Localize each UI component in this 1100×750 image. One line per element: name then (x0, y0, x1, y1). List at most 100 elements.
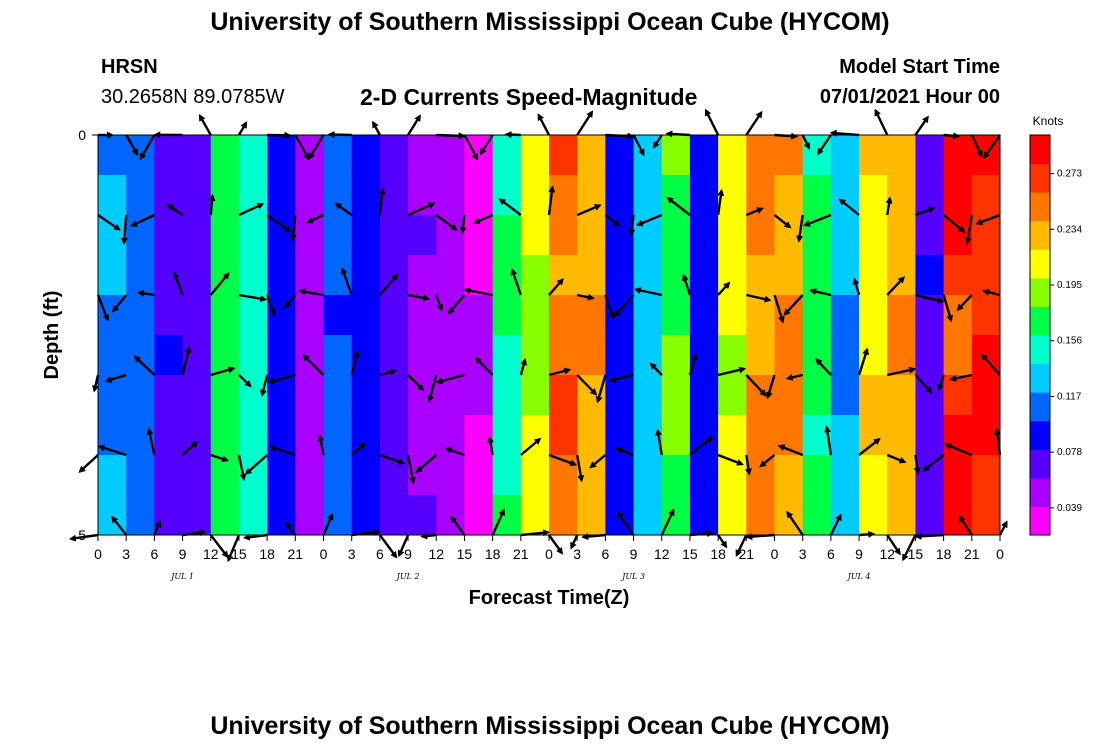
heatmap-cell (210, 415, 240, 456)
heatmap-cell (830, 335, 860, 376)
current-vector (153, 519, 162, 536)
page-title: University of Southern Mississippi Ocean… (210, 8, 890, 36)
heatmap-cell (126, 495, 155, 536)
current-vector (378, 273, 399, 296)
current-vector (655, 428, 663, 456)
current-vector (717, 366, 747, 377)
heatmap-cell (633, 375, 663, 416)
date-label: JUL 4 (846, 572, 871, 581)
colorbar-segment (1030, 249, 1050, 279)
colorbar-segment (1030, 335, 1050, 365)
current-vector (785, 373, 803, 381)
current-vector (852, 277, 861, 296)
heatmap-cell (661, 215, 691, 256)
heatmap-cell (661, 255, 691, 296)
current-vector (322, 512, 334, 536)
heatmap-cell (774, 375, 804, 416)
heatmap-cell (323, 335, 353, 376)
current-vector (136, 289, 155, 297)
heatmap-cell (267, 455, 296, 496)
current-vector (308, 134, 325, 161)
heatmap-cell (154, 375, 184, 416)
x-tick-label: 0 (320, 546, 328, 562)
current-vector (886, 276, 906, 296)
heatmap-cell (943, 295, 973, 336)
current-vector (125, 134, 139, 157)
heatmap-cell (689, 215, 719, 256)
x-tick-label: 0 (545, 546, 553, 562)
heatmap-cell (830, 455, 860, 496)
current-vector (285, 522, 297, 536)
heatmap-cell (210, 135, 240, 176)
current-vector (548, 453, 578, 467)
current-vector (407, 202, 436, 217)
current-vector (829, 513, 842, 536)
y-tick-label: 0 (78, 127, 86, 143)
heatmap-cell (154, 455, 184, 496)
current-vector (491, 508, 505, 536)
heatmap-cell (859, 495, 888, 536)
current-vector (96, 294, 110, 322)
heatmap-cell (689, 295, 719, 336)
heatmap-cell (718, 135, 747, 176)
heatmap-cell (915, 455, 945, 496)
heatmap-cell (661, 135, 691, 176)
current-vector (980, 353, 1001, 376)
current-vector (120, 214, 128, 245)
heatmap-cell (943, 375, 973, 416)
colorbar-unit: Knots (1033, 114, 1064, 128)
current-vector (139, 134, 156, 161)
heatmap-cell (689, 375, 719, 416)
heatmap-cell (605, 135, 635, 176)
current-vector (717, 453, 744, 466)
heatmap-cell (605, 175, 635, 216)
x-tick-label: 3 (799, 546, 807, 562)
current-vector (576, 454, 585, 483)
date-label: JUL 1 (169, 572, 194, 581)
current-vector (340, 266, 353, 296)
heatmap-cell (238, 415, 268, 456)
heatmap-cell (971, 295, 1001, 336)
heatmap-cell (238, 255, 268, 296)
heatmap-cell (971, 375, 1001, 416)
current-vector (681, 273, 692, 296)
heatmap-cell (746, 495, 775, 536)
current-vector (982, 288, 1001, 297)
current-vector (616, 510, 635, 536)
heatmap-cell (154, 175, 184, 216)
heatmap-cell (295, 295, 324, 336)
heatmap-cell (98, 335, 127, 376)
heatmap-cell (689, 135, 719, 176)
current-vector (463, 134, 479, 161)
current-vector (227, 534, 241, 563)
heatmap-cell (408, 135, 437, 176)
colorbar-tick-label: 0.117 (1057, 391, 1082, 402)
heatmap-cell (746, 295, 775, 336)
heatmap-cell (154, 415, 184, 456)
x-tick-label: 3 (122, 546, 130, 562)
heatmap-cell (689, 255, 719, 296)
current-vector (238, 203, 265, 217)
current-vector (463, 287, 493, 297)
current-vector (689, 436, 714, 456)
heatmap-cell (182, 375, 212, 416)
heatmap-cell (577, 135, 606, 176)
heatmap-cell (408, 215, 437, 256)
heatmap-cell (915, 415, 945, 456)
current-vector (613, 294, 635, 318)
heatmap-cell (718, 495, 747, 536)
heatmap-cell (774, 255, 804, 296)
heatmap-cell (351, 215, 381, 256)
current-vector (427, 374, 438, 403)
heatmap-cell (379, 295, 409, 336)
current-vector (857, 347, 869, 376)
x-tick-label: 3 (573, 546, 581, 562)
current-vector (520, 437, 542, 456)
current-vector (595, 374, 607, 404)
current-vector (970, 134, 983, 158)
heatmap-cell (295, 255, 324, 296)
current-vector (238, 374, 252, 388)
heatmap-cell (887, 135, 916, 176)
current-vector (773, 294, 785, 324)
heatmap-cell (238, 335, 268, 376)
